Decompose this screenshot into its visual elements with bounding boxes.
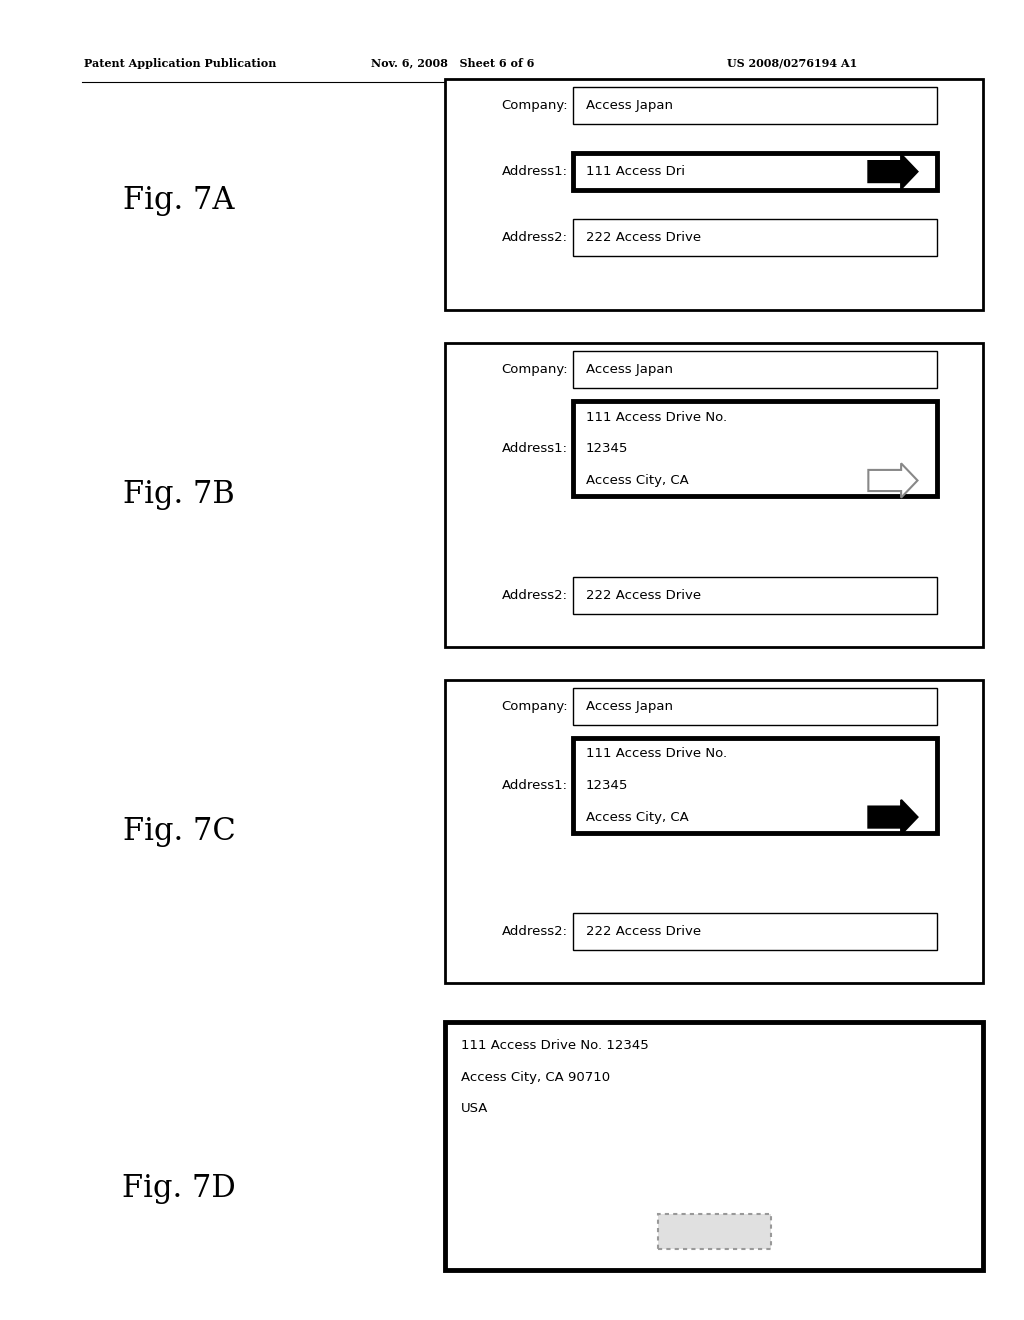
Bar: [573, 577, 937, 614]
Bar: [445, 343, 983, 647]
Bar: [657, 1214, 770, 1249]
Bar: [573, 87, 937, 124]
Text: 111 Access Dri: 111 Access Dri: [586, 165, 685, 178]
Text: 12345: 12345: [586, 779, 628, 792]
Text: Address2:: Address2:: [503, 589, 568, 602]
Bar: [573, 688, 937, 725]
Bar: [445, 79, 983, 310]
Text: 222 Access Drive: 222 Access Drive: [586, 231, 700, 244]
Text: Access City, CA: Access City, CA: [586, 474, 688, 487]
FancyArrow shape: [868, 800, 918, 834]
Bar: [445, 680, 983, 983]
Text: Address2:: Address2:: [503, 925, 568, 939]
Bar: [573, 351, 937, 388]
Bar: [573, 401, 937, 496]
Bar: [573, 738, 937, 833]
Text: Access Japan: Access Japan: [586, 99, 673, 112]
Text: Access City, CA 90710: Access City, CA 90710: [461, 1071, 610, 1084]
Text: Fig. 7B: Fig. 7B: [123, 479, 236, 511]
Bar: [573, 153, 937, 190]
FancyArrow shape: [868, 463, 918, 498]
Text: Address1:: Address1:: [503, 442, 568, 455]
Text: 111 Access Drive No.: 111 Access Drive No.: [586, 747, 727, 760]
Text: Patent Application Publication: Patent Application Publication: [84, 58, 276, 69]
Text: Company:: Company:: [502, 700, 568, 713]
Text: US 2008/0276194 A1: US 2008/0276194 A1: [727, 58, 857, 69]
Text: Address2:: Address2:: [503, 231, 568, 244]
Text: Nov. 6, 2008   Sheet 6 of 6: Nov. 6, 2008 Sheet 6 of 6: [371, 58, 535, 69]
Text: 222 Access Drive: 222 Access Drive: [586, 925, 700, 939]
Text: Address1:: Address1:: [503, 165, 568, 178]
Bar: [445, 1022, 983, 1270]
Text: Company:: Company:: [502, 363, 568, 376]
Text: Fig. 7A: Fig. 7A: [124, 185, 234, 216]
Text: 222 Access Drive: 222 Access Drive: [586, 589, 700, 602]
Text: 111 Access Drive No.: 111 Access Drive No.: [586, 411, 727, 424]
Text: Access Japan: Access Japan: [586, 363, 673, 376]
Text: OK: OK: [701, 1224, 727, 1239]
Text: 12345: 12345: [586, 442, 628, 455]
Text: Fig. 7D: Fig. 7D: [122, 1172, 237, 1204]
Text: Company:: Company:: [502, 99, 568, 112]
Text: Address1:: Address1:: [503, 779, 568, 792]
Text: Access City, CA: Access City, CA: [586, 810, 688, 824]
Bar: [573, 219, 937, 256]
Text: USA: USA: [461, 1102, 488, 1115]
Text: Access Japan: Access Japan: [586, 700, 673, 713]
FancyArrow shape: [868, 154, 918, 189]
Bar: [573, 913, 937, 950]
Text: Fig. 7C: Fig. 7C: [123, 816, 236, 847]
Text: 111 Access Drive No. 12345: 111 Access Drive No. 12345: [461, 1039, 648, 1052]
